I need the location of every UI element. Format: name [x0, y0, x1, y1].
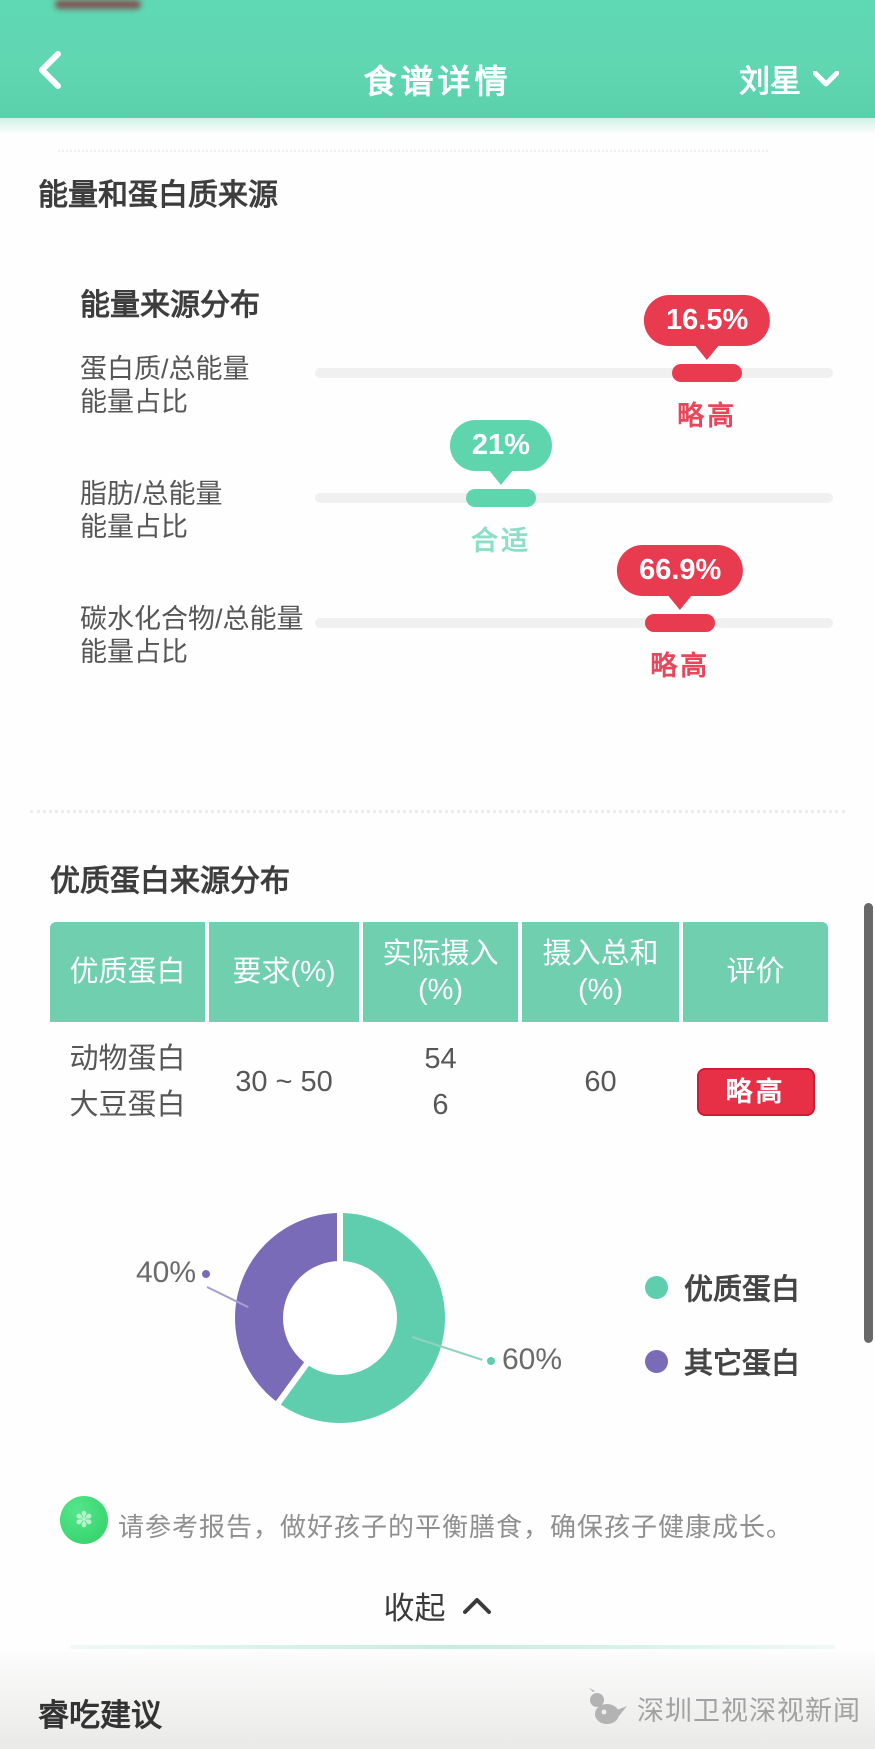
- section-heading-energy-protein: 能量和蛋白质来源: [38, 179, 278, 212]
- legend-label: 其它蛋白: [684, 1348, 801, 1380]
- legend-label: 优质蛋白: [684, 1274, 801, 1306]
- column-header-protein: 优质蛋白: [50, 922, 205, 1022]
- donut-hole: [283, 1261, 397, 1375]
- legend-item-quality-protein: 优质蛋白: [645, 1266, 800, 1308]
- actual-value: 6: [432, 1089, 449, 1121]
- watermark: 深圳卫视深视新闻: [583, 1688, 861, 1728]
- cell-intake-total: 60: [522, 1036, 679, 1128]
- callout-60-dot: [487, 1357, 495, 1365]
- callout-40-dot: [202, 1270, 210, 1278]
- header-line: 评价: [726, 956, 785, 988]
- protein-table: 优质蛋白 要求(%) 实际摄入 (%) 摄入总和 (%) 评价 动物蛋白: [50, 922, 828, 1128]
- protein-name: 动物蛋白: [69, 1043, 186, 1075]
- watermark-text: 深圳卫视深视新闻: [637, 1695, 861, 1726]
- energy-slider-row-protein: 蛋白质/总能量 能量占比 16.5% 略高: [0, 290, 875, 440]
- slider-value-bubble: 16.5%: [644, 295, 771, 346]
- header-line: (%): [417, 974, 464, 1006]
- slider-track: 16.5% 略高: [315, 295, 833, 431]
- slider-status: 略高: [650, 651, 711, 681]
- table-row: 动物蛋白 大豆蛋白 30 ~ 50 54 6 60 略高: [50, 1022, 828, 1128]
- section-divider: [30, 810, 845, 813]
- actual-value: 54: [424, 1043, 457, 1075]
- slider-label: 蛋白质/总能量 能量占比: [80, 353, 315, 419]
- requirement-value: 30 ~ 50: [235, 1066, 333, 1098]
- status-bar-artifact: [55, 0, 141, 9]
- back-button[interactable]: [30, 48, 74, 92]
- energy-slider-row-carbohydrate: 碳水化合物/总能量 能量占比 66.9% 略高: [0, 540, 875, 690]
- chevron-down-icon: [813, 70, 839, 86]
- cell-requirement: 30 ~ 50: [209, 1036, 359, 1128]
- protein-name: 大豆蛋白: [69, 1089, 186, 1121]
- slider-label-line2: 能量占比: [80, 387, 188, 417]
- slider-label-line1: 脂肪/总能量: [80, 479, 223, 509]
- tip-icon: ✽: [60, 1496, 108, 1544]
- header-line: (%): [577, 974, 624, 1006]
- subheading-protein-distribution: 优质蛋白来源分布: [50, 865, 290, 898]
- header-line: 优质蛋白: [69, 956, 186, 988]
- slider-label-line1: 蛋白质/总能量: [80, 354, 250, 384]
- slider-thumb: [645, 614, 716, 632]
- column-header-intake-total: 摄入总和 (%): [522, 922, 679, 1022]
- user-selector[interactable]: 刘星: [739, 56, 839, 101]
- slider-label-line1: 碳水化合物/总能量: [80, 604, 304, 634]
- energy-slider-row-fat: 脂肪/总能量 能量占比 21% 合适: [0, 415, 875, 565]
- legend-item-other-protein: 其它蛋白: [645, 1340, 800, 1382]
- vertical-scrollbar[interactable]: [864, 903, 873, 1343]
- callout-40-label: 40%: [135, 1256, 196, 1289]
- header-line: 要求(%): [232, 956, 336, 988]
- callout-60-label: 60%: [502, 1343, 563, 1376]
- legend-dot: [645, 1349, 668, 1373]
- header-line: 摄入总和: [542, 938, 659, 970]
- card-top-divider: [58, 150, 768, 152]
- evaluation-badge: 略高: [696, 1068, 815, 1116]
- legend-dot: [645, 1275, 668, 1299]
- user-name: 刘星: [739, 64, 801, 99]
- slider-track: 66.9% 略高: [315, 545, 833, 681]
- app-header: 食谱详情 刘星: [0, 0, 875, 118]
- news-logo-icon: [589, 1688, 627, 1724]
- slider-label-line2: 能量占比: [80, 637, 188, 667]
- slider-value-bubble: 66.9%: [617, 545, 744, 596]
- cell-actual-intake: 54 6: [363, 1036, 518, 1128]
- slider-thumb: [672, 364, 743, 382]
- subheading-energy-distribution: 能量来源分布: [80, 289, 260, 322]
- note-text: 请参考报告，做好孩子的平衡膳食，确保孩子健康成长。: [118, 1512, 794, 1542]
- slider-value-bubble: 21%: [449, 420, 552, 471]
- section-heading-advice: 睿吃建议: [38, 1698, 162, 1733]
- footer-divider: [70, 1645, 835, 1649]
- slider-label: 脂肪/总能量 能量占比: [80, 478, 315, 544]
- footer-background: [0, 1652, 875, 1749]
- collapse-button[interactable]: 收起: [384, 1583, 492, 1628]
- cell-protein-names: 动物蛋白 大豆蛋白: [50, 1036, 205, 1128]
- slider-status: 合适: [470, 526, 531, 556]
- slider-label-line2: 能量占比: [80, 512, 188, 542]
- slider-label: 碳水化合物/总能量 能量占比: [80, 603, 315, 669]
- slider-thumb: [465, 489, 536, 507]
- collapse-label: 收起: [383, 1591, 446, 1626]
- page-title: 食谱详情: [363, 63, 512, 100]
- column-header-actual-intake: 实际摄入 (%): [363, 922, 518, 1022]
- protein-table-header: 优质蛋白 要求(%) 实际摄入 (%) 摄入总和 (%) 评价: [50, 922, 828, 1022]
- header-line: 实际摄入: [382, 938, 499, 970]
- chevron-left-icon: [39, 51, 61, 89]
- cell-evaluation: 略高: [683, 1036, 828, 1128]
- total-value: 60: [584, 1066, 617, 1098]
- slider-track: 21% 合适: [315, 420, 833, 556]
- header-shadow: [0, 118, 875, 134]
- column-header-requirement: 要求(%): [209, 922, 359, 1022]
- column-header-evaluation: 评价: [683, 922, 828, 1022]
- chevron-up-icon: [462, 1597, 491, 1614]
- slider-status: 略高: [677, 401, 738, 431]
